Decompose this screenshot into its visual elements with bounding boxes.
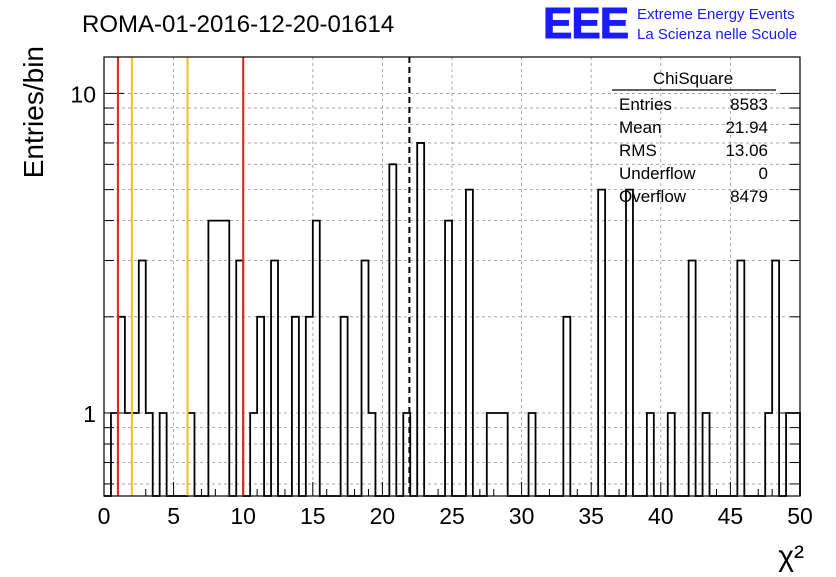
stats-title: ChiSquare [653, 69, 733, 88]
histogram-bin [341, 317, 348, 496]
histogram-bin [132, 413, 139, 496]
histogram-bin [306, 317, 313, 496]
eee-logo-letters: EEE [543, 0, 628, 48]
histogram-bin [257, 317, 264, 496]
stats-value-mean: 21.94 [725, 118, 768, 137]
histogram-bin [139, 261, 146, 496]
run-title: ROMA-01-2016-12-20-01614 [82, 11, 394, 38]
histogram-bin [737, 261, 744, 496]
histogram-bin [188, 413, 195, 496]
histogram-bin [647, 413, 654, 496]
histogram-bin [689, 261, 696, 496]
stats-value-underflow: 0 [759, 164, 768, 183]
histogram-bin [236, 261, 243, 496]
histogram-bin [292, 317, 299, 496]
histogram-bin [501, 413, 508, 496]
histogram-bin [160, 413, 167, 496]
histogram-bin [208, 221, 215, 496]
histogram-bin [417, 143, 424, 496]
histogram-bin [368, 413, 375, 496]
histogram-bin [271, 261, 278, 496]
histogram-bin [487, 413, 494, 496]
histogram-bin [403, 413, 410, 496]
histogram-bin [703, 413, 710, 496]
histogram-bin [786, 413, 793, 496]
histogram-bin [668, 413, 675, 496]
histogram-bin [362, 261, 369, 496]
stats-label-entries: Entries [619, 95, 672, 114]
x-tick-label: 30 [509, 503, 535, 529]
stats-label-overflow: Overflow [619, 187, 687, 206]
x-tick-label: 35 [578, 503, 604, 529]
stats-value-entries: 8583 [730, 95, 768, 114]
y-tick-label: 1 [83, 401, 96, 427]
histogram-bin [445, 221, 452, 496]
histogram-bin [118, 317, 125, 496]
stats-value-rms: 13.06 [725, 141, 768, 160]
histogram-bin [563, 317, 570, 496]
histogram-bin [222, 221, 229, 496]
marker-lines-layer [116, 57, 411, 496]
x-tick-label: 45 [718, 503, 744, 529]
y-tick-label: 10 [70, 81, 96, 107]
stats-value-overflow: 8479 [730, 187, 768, 206]
histogram-bin [598, 190, 605, 496]
x-tick-label: 10 [230, 503, 256, 529]
eee-logo-line1: Extreme Energy Events [637, 6, 795, 23]
histogram-bin [313, 221, 320, 496]
histogram-bin [772, 261, 779, 496]
x-tick-label: 25 [439, 503, 465, 529]
x-tick-label: 50 [787, 503, 813, 529]
stats-box: ChiSquare Entries 8583 Mean 21.94 RMS 13… [612, 69, 776, 206]
histogram-bin [494, 413, 501, 496]
histogram-bin [466, 190, 473, 496]
stats-label-underflow: Underflow [619, 164, 696, 183]
histogram-bin [250, 413, 257, 496]
histogram-bin [111, 413, 118, 496]
x-tick-label: 20 [370, 503, 396, 529]
histogram-bin [529, 413, 536, 496]
stats-label-rms: RMS [619, 141, 657, 160]
x-tick-label: 0 [98, 503, 111, 529]
histogram-bin [765, 413, 772, 496]
histogram-bin [793, 413, 800, 496]
plot-frame [103, 56, 801, 497]
histogram-bin [146, 413, 153, 496]
histogram-bin [626, 190, 633, 496]
x-axis-title: χ² [778, 540, 804, 572]
histogram-bin [389, 164, 396, 496]
eee-logo-line2: La Scienza nelle Scuole [637, 26, 797, 43]
eee-logo: EEE Extreme Energy Events La Scienza nel… [543, 0, 798, 49]
histogram-bin [215, 221, 222, 496]
stats-label-mean: Mean [619, 118, 662, 137]
x-tick-label: 5 [167, 503, 180, 529]
labels-layer: 0 5 10 15 20 25 30 35 40 45 50 1 10 χ² Entries/bin [18, 46, 813, 573]
histogram-bin [125, 413, 132, 496]
y-axis-title: Entries/bin [18, 46, 49, 178]
x-tick-label: 40 [648, 503, 674, 529]
x-tick-label: 15 [300, 503, 326, 529]
